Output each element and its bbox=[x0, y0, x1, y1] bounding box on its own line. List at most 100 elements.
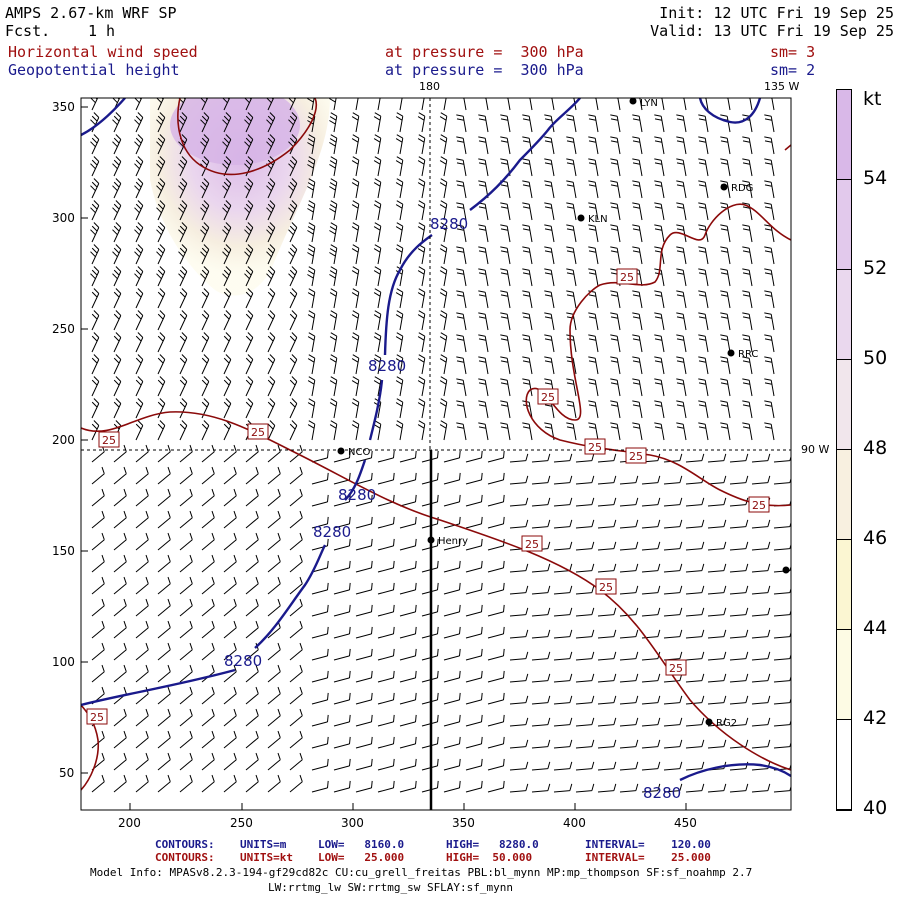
field1-name: Horizontal wind speed bbox=[8, 43, 198, 61]
footer-row2-low: LOW= 25.000 bbox=[318, 851, 405, 864]
colorbar-label: 48 bbox=[863, 437, 888, 459]
field2-name: Geopotential height bbox=[8, 61, 180, 79]
colorbar-label: 50 bbox=[863, 347, 888, 369]
footer-row1-high: HIGH= 8280.0 bbox=[446, 838, 539, 851]
speed-label-box: 25 bbox=[247, 423, 269, 440]
y-tick: 50 bbox=[59, 766, 75, 780]
field1-smoothing: sm= 3 bbox=[770, 43, 816, 61]
x-tick: 350 bbox=[452, 816, 475, 830]
svg-text:RRC: RRC bbox=[738, 349, 758, 360]
footer-row1-contours: CONTOURS: bbox=[155, 838, 215, 851]
speed-contour-labels: 25 25 25 25 25 25 25 25 25 25 25 bbox=[86, 268, 770, 725]
svg-text:KLN: KLN bbox=[588, 214, 608, 225]
svg-text:25: 25 bbox=[629, 450, 643, 463]
y-tick: 350 bbox=[52, 100, 75, 114]
svg-text:25: 25 bbox=[251, 426, 265, 439]
x-tick: 250 bbox=[230, 816, 253, 830]
station-lyn: LYN bbox=[629, 97, 658, 109]
svg-text:25: 25 bbox=[620, 271, 634, 284]
height-contour-labels: 8280 8280 8280 8280 8280 8280 bbox=[224, 215, 681, 802]
svg-text:NCO: NCO bbox=[348, 447, 370, 458]
valid-time: Valid: 13 UTC Fri 19 Sep 25 bbox=[650, 22, 894, 40]
colorbar-label: 44 bbox=[863, 617, 888, 639]
colorbar-segment bbox=[837, 90, 851, 180]
height-label: 8280 bbox=[643, 784, 681, 802]
y-tick: 100 bbox=[52, 655, 75, 669]
x-tick: 400 bbox=[563, 816, 586, 830]
svg-text:RG2: RG2 bbox=[716, 718, 737, 729]
colorbar-segment bbox=[837, 630, 851, 720]
station-henry: Henry bbox=[427, 536, 468, 547]
station-rdg: RDG bbox=[720, 183, 753, 194]
station-unlabeled bbox=[782, 566, 790, 574]
colorbar-segment bbox=[837, 450, 851, 540]
svg-text:25: 25 bbox=[588, 441, 602, 454]
speed-label-box: 25 bbox=[748, 496, 770, 513]
footer-row2-contours: CONTOURS: bbox=[155, 851, 215, 864]
model-info-line1: Model Info: MPASv8.2.3-194-gf29cd82c CU:… bbox=[90, 866, 753, 879]
colorbar-label: 40 bbox=[863, 797, 888, 819]
forecast-label: Fcst. bbox=[5, 22, 51, 40]
svg-text:25: 25 bbox=[599, 581, 613, 594]
x-tick: 200 bbox=[118, 816, 141, 830]
colorbar-segment bbox=[837, 270, 851, 360]
speed-label-box: 25 bbox=[595, 578, 617, 595]
field2-smoothing: sm= 2 bbox=[770, 61, 816, 79]
speed-label-box: 25 bbox=[98, 431, 120, 448]
station-rg2: RG2 bbox=[705, 718, 737, 729]
colorbar-label: 42 bbox=[863, 707, 888, 729]
colorbar-segment bbox=[837, 180, 851, 270]
footer-row2-high: HIGH= 50.000 bbox=[446, 851, 533, 864]
svg-text:25: 25 bbox=[541, 391, 555, 404]
speed-label-box: 25 bbox=[537, 388, 559, 405]
speed-label-box: 25 bbox=[616, 268, 638, 285]
y-tick: 300 bbox=[52, 211, 75, 225]
speed-label-box: 25 bbox=[665, 659, 687, 676]
svg-text:RDG: RDG bbox=[731, 183, 753, 194]
footer-row1-interval: INTERVAL= 120.00 bbox=[585, 838, 711, 851]
parallel-90w-label: 90 W bbox=[801, 443, 830, 456]
colorbar-label: 52 bbox=[863, 257, 888, 279]
model-info-line2: LW:rrtmg_lw SW:rrtmg_sw SFLAY:sf_mynn bbox=[268, 881, 514, 894]
field1-level: at pressure = 300 hPa bbox=[385, 43, 584, 61]
colorbar-segment bbox=[837, 720, 851, 810]
wind-speed-max-shading bbox=[170, 98, 300, 165]
station-kln: KLN bbox=[577, 214, 608, 225]
height-label: 8280 bbox=[368, 357, 406, 375]
height-label: 8280 bbox=[313, 523, 351, 541]
svg-text:Henry: Henry bbox=[438, 536, 468, 547]
svg-text:25: 25 bbox=[752, 499, 766, 512]
y-tick: 200 bbox=[52, 433, 75, 447]
x-tick: 450 bbox=[674, 816, 697, 830]
footer-row2-units: UNITS=kt bbox=[240, 851, 293, 864]
colorbar-segment bbox=[837, 540, 851, 630]
svg-text:25: 25 bbox=[90, 711, 104, 724]
colorbar-unit: kt bbox=[863, 88, 882, 110]
height-contours bbox=[81, 98, 791, 782]
station-rrc: RRC bbox=[727, 349, 758, 360]
speed-label-box: 25 bbox=[86, 708, 108, 725]
forecast-value: 1 h bbox=[88, 22, 116, 40]
init-time: Init: 12 UTC Fri 19 Sep 25 bbox=[659, 4, 894, 22]
svg-text:LYN: LYN bbox=[640, 98, 658, 109]
y-tick: 250 bbox=[52, 322, 75, 336]
colorbar bbox=[836, 89, 852, 811]
stations: LYN RDG KLN NCO RRC Henry RG2 bbox=[337, 97, 790, 729]
colorbar-segment bbox=[837, 360, 851, 450]
footer-row1-low: LOW= 8160.0 bbox=[318, 838, 405, 851]
colorbar-label: 54 bbox=[863, 167, 888, 189]
svg-text:25: 25 bbox=[669, 662, 683, 675]
wind-speed-contours bbox=[81, 98, 791, 791]
wind-barbs bbox=[90, 98, 791, 793]
height-label: 8280 bbox=[430, 215, 468, 233]
footer-row1-units: UNITS=m bbox=[240, 838, 287, 851]
speed-label-box: 25 bbox=[521, 535, 543, 552]
field2-level: at pressure = 300 hPa bbox=[385, 61, 584, 79]
svg-text:25: 25 bbox=[525, 538, 539, 551]
speed-label-box: 25 bbox=[625, 447, 647, 464]
height-label: 8280 bbox=[338, 486, 376, 504]
meridian-180-label: 180 bbox=[419, 80, 440, 93]
x-tick: 300 bbox=[341, 816, 364, 830]
svg-text:25: 25 bbox=[102, 434, 116, 447]
